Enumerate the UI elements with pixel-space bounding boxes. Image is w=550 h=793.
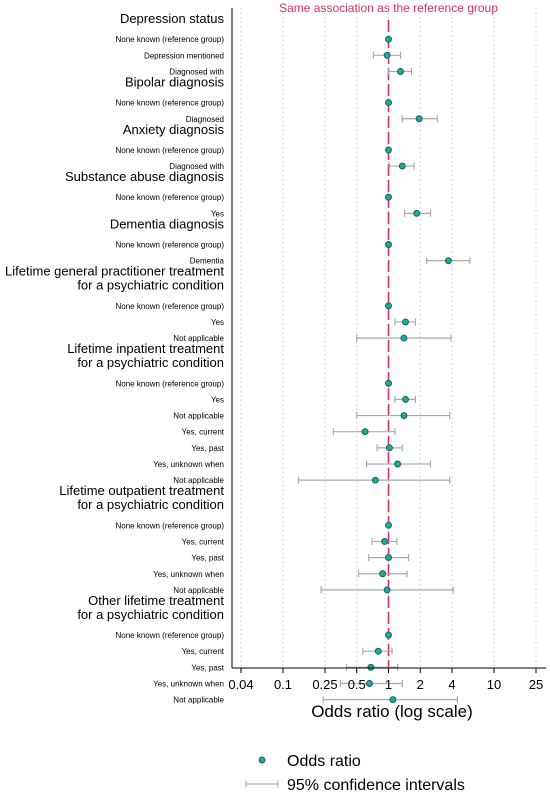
row-label: Yes, past [191, 444, 224, 453]
row-label: None known (reference group) [115, 302, 224, 311]
row-label: Yes [211, 318, 224, 327]
legend-ci-label: 95% confidence intervals [287, 777, 465, 793]
x-tick-label: 4 [448, 677, 455, 692]
odds-ratio-point [445, 257, 452, 265]
odds-ratio-point [400, 412, 408, 419]
odds-ratio-point [385, 521, 392, 529]
legend: Odds ratio 95% confidence intervals [245, 753, 465, 793]
odds-ratio-point [379, 570, 387, 578]
row-label: Yes, current [182, 537, 225, 546]
row-label: Yes, unknown when [153, 570, 224, 579]
odds-ratio-point [366, 680, 373, 687]
odds-ratio-point [385, 631, 392, 639]
group-title: Lifetime general practitioner treatment [5, 264, 224, 279]
group-title: Bipolar diagnosis [125, 74, 225, 89]
row-label: Yes [211, 209, 224, 218]
row-label: Not applicable [173, 412, 224, 421]
row-label: Diagnosed [186, 115, 224, 124]
odds-ratio-point [402, 318, 409, 326]
row-label: Diagnosed with [169, 67, 224, 76]
odds-ratio-point [371, 476, 379, 484]
odds-ratio-point [367, 663, 375, 671]
x-tick-label: 10 [487, 677, 501, 692]
x-axis: 0.04 0.1 0.25 0.5 1 2 4 10 25 Odds ratio (log sca… [228, 8, 546, 721]
odds-ratio-point [361, 428, 369, 436]
odds-ratio-point [374, 647, 382, 655]
row-label: Yes, current [182, 428, 225, 437]
x-tick-label: 0.25 [312, 677, 337, 692]
plot-rows: Depression status None known (reference g… [5, 11, 471, 705]
legend-point-swatch [258, 756, 266, 764]
group-title: Lifetime outpatient treatment [59, 483, 224, 498]
row-label: None known (reference group) [115, 35, 224, 44]
group-title: Dementia diagnosis [110, 216, 225, 231]
x-tick-label: 25 [529, 677, 543, 692]
x-axis-title: Odds ratio (log scale) [311, 702, 473, 721]
group-title: Lifetime inpatient treatment [67, 341, 224, 356]
group-title: Substance abuse diagnosis [65, 169, 225, 184]
row-label: Not applicable [173, 334, 224, 343]
x-tick-label: 0.5 [348, 677, 366, 692]
odds-ratio-point [385, 193, 392, 201]
odds-ratio-point [383, 586, 391, 594]
legend-point-label: Odds ratio [287, 753, 361, 770]
group-title: Depression status [120, 11, 225, 26]
row-label: Not applicable [173, 696, 224, 705]
row-label: None known (reference group) [115, 379, 224, 388]
row-label: Yes, unknown when [153, 680, 224, 689]
odds-ratio-point [398, 162, 406, 170]
row-label: None known (reference group) [115, 193, 224, 202]
row-label: None known (reference group) [115, 241, 224, 250]
odds-ratio-point [383, 51, 391, 59]
reference-line-label: Same association as the reference group [279, 1, 498, 15]
row-label: Diagnosed with [169, 162, 224, 171]
row-label: Yes, unknown when [153, 460, 224, 469]
odds-ratio-point [413, 209, 421, 217]
odds-ratio-point [385, 35, 392, 43]
row-label: Dementia [190, 257, 225, 266]
odds-ratio-point [385, 379, 392, 387]
row-label: Not applicable [173, 476, 224, 485]
row-label: Yes, current [182, 647, 225, 656]
group-title: for a psychiatric condition [77, 355, 224, 370]
row-label: Yes, past [191, 554, 224, 563]
odds-ratio-point [385, 241, 392, 248]
odds-ratio-point [385, 302, 392, 310]
row-label: None known (reference group) [115, 99, 224, 108]
odds-ratio-point [394, 460, 402, 468]
row-label: Depression mentioned [144, 51, 224, 60]
odds-ratio-point [381, 538, 389, 545]
odds-ratio-point [385, 99, 392, 107]
row-label: None known (reference group) [115, 631, 224, 640]
group-title: Other lifetime treatment [88, 593, 224, 608]
row-label: Yes, past [191, 663, 224, 672]
odds-ratio-point [397, 67, 404, 75]
odds-ratio-point [402, 395, 409, 403]
odds-ratio-point [385, 554, 392, 562]
group-title: Anxiety diagnosis [123, 122, 225, 137]
group-title: for a psychiatric condition [77, 278, 224, 293]
group-title: for a psychiatric condition [77, 607, 224, 622]
x-tick-label: 0.04 [228, 677, 253, 692]
odds-ratio-point [385, 444, 393, 452]
x-tick-label: 1 [385, 677, 392, 692]
row-label: None known (reference group) [115, 521, 224, 530]
odds-ratio-point [415, 115, 423, 123]
odds-ratio-point [400, 334, 408, 342]
odds-ratio-point [389, 696, 397, 704]
x-tick-label: 0.1 [274, 677, 292, 692]
group-title: for a psychiatric condition [77, 497, 224, 512]
row-label: None known (reference group) [115, 146, 224, 155]
x-tick-label: 2 [417, 677, 424, 692]
odds-ratio-point [385, 146, 392, 154]
row-label: Yes [211, 395, 224, 404]
row-label: Not applicable [173, 586, 224, 595]
